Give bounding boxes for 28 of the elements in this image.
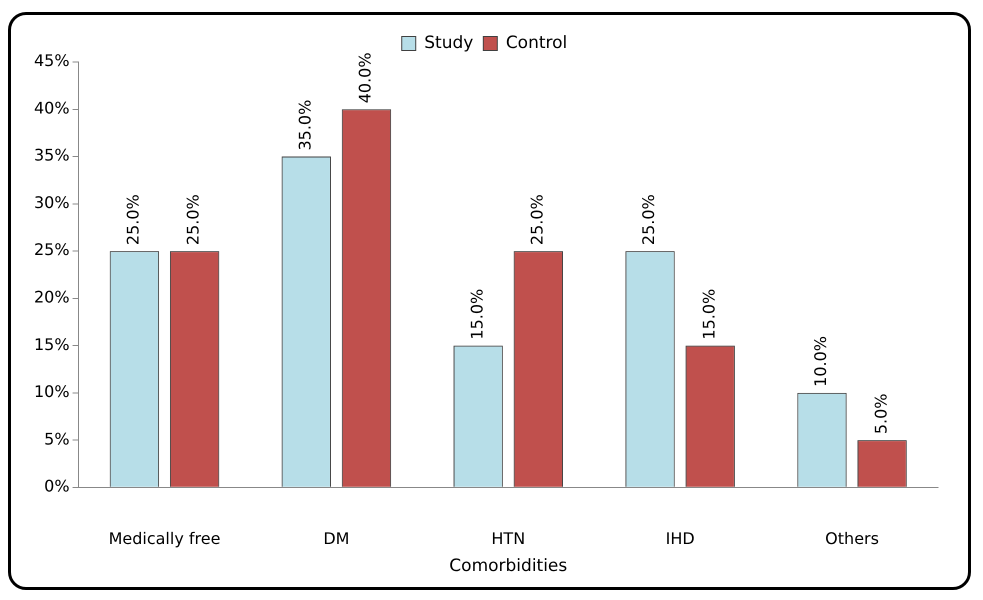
- y-tick-label: 15%: [34, 334, 70, 354]
- y-tick-label: 35%: [34, 146, 70, 165]
- data-label: 15.0%: [699, 288, 718, 340]
- data-label: 25.0%: [528, 194, 547, 246]
- data-label: 25.0%: [124, 194, 143, 246]
- x-tick-label: Medically free: [108, 529, 220, 548]
- data-label: 15.0%: [467, 288, 486, 340]
- legend-label: Study: [424, 32, 474, 53]
- y-tick-label: 45%: [34, 51, 70, 70]
- x-tick-label: HTN: [491, 529, 526, 548]
- data-label: 25.0%: [639, 194, 658, 246]
- y-tick-label: 30%: [34, 192, 70, 212]
- x-axis-title: Comorbidities: [449, 556, 568, 576]
- data-label: 10.0%: [811, 336, 830, 387]
- x-tick-label: DM: [323, 529, 350, 548]
- data-label: 25.0%: [184, 194, 203, 246]
- y-tick-label: 40%: [34, 98, 70, 118]
- legend-label: Control: [506, 32, 568, 53]
- y-tick-label: 20%: [34, 287, 70, 306]
- x-tick-label: IHD: [666, 529, 695, 548]
- data-label: 35.0%: [295, 100, 314, 151]
- y-tick-label: 0%: [44, 476, 70, 496]
- x-tick-label: Others: [825, 529, 879, 548]
- y-tick-label: 25%: [34, 240, 70, 260]
- y-tick-label: 5%: [44, 429, 70, 448]
- data-label: 40.0%: [356, 52, 375, 104]
- y-tick-label: 10%: [34, 382, 70, 402]
- data-label: 5.0%: [871, 393, 890, 434]
